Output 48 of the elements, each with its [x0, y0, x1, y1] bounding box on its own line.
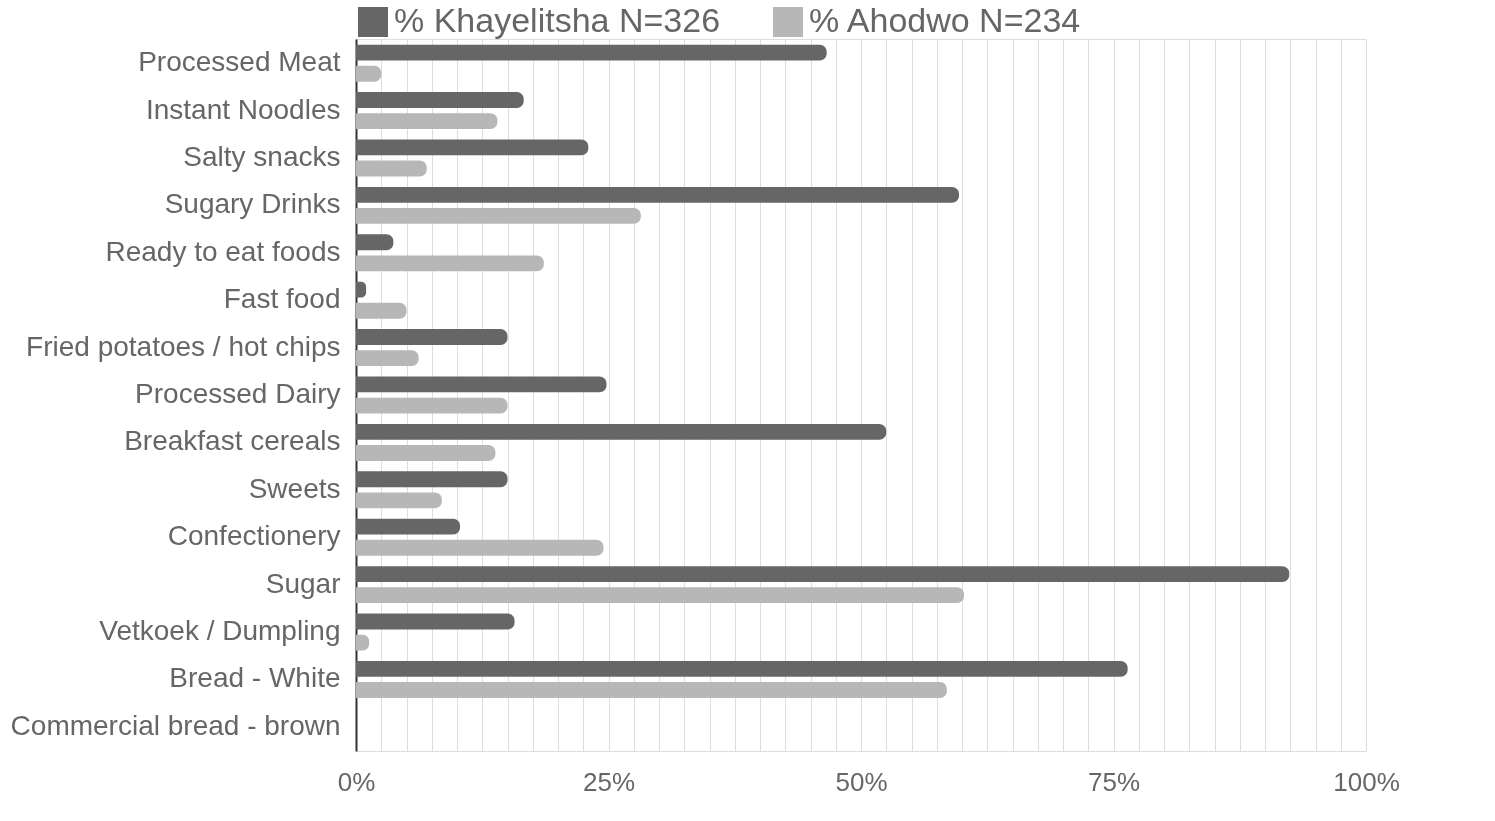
legend-label: % Khayelitsha N=326: [394, 1, 721, 39]
bar: [356, 65, 382, 82]
bar: [356, 44, 827, 61]
bar: [356, 518, 461, 535]
bar: [356, 566, 1290, 582]
bar: [356, 423, 887, 440]
x-tick-label: 25%: [582, 766, 636, 797]
bar: [356, 329, 508, 345]
y-tick-label: Salty snacks: [183, 140, 341, 172]
y-tick-label: Confectionery: [167, 520, 341, 552]
bar: [356, 350, 419, 367]
bar: [356, 539, 604, 556]
bar: [356, 587, 965, 604]
bar: [356, 613, 515, 630]
bar: [356, 208, 641, 224]
bar: [356, 92, 524, 108]
bar: [356, 471, 508, 488]
bar: [356, 234, 394, 251]
y-tick-label: Fried potatoes / hot chips: [26, 330, 341, 362]
legend-label: % Ahodwo N=234: [809, 1, 1081, 39]
y-tick-label: Instant Noodles: [145, 93, 341, 125]
bar: [356, 139, 589, 156]
x-tick-label: 100%: [1333, 766, 1400, 797]
y-tick-label: Commercial bread - brown: [10, 709, 341, 741]
bar: [356, 255, 544, 272]
bar: [356, 302, 407, 319]
y-tick-label: Vetkoek / Dumpling: [99, 615, 341, 647]
bar: [356, 160, 427, 177]
x-tick-label: 75%: [1087, 766, 1141, 797]
bar: [356, 660, 1128, 677]
y-tick-label: Processed Dairy: [135, 378, 341, 409]
bar: [356, 397, 508, 414]
y-tick-label: Ready to eat foods: [105, 235, 341, 267]
bar: [356, 113, 498, 130]
y-tick-label: Processed Meat: [138, 46, 341, 78]
bar: [356, 376, 607, 393]
y-tick-label: Breakfast cereals: [124, 425, 341, 457]
bar: [356, 492, 442, 509]
y-tick-label: Sweets: [248, 472, 341, 504]
bar: [356, 445, 496, 461]
y-tick-label: Sugar: [265, 567, 341, 599]
bar: [356, 186, 959, 203]
y-tick-label: Sugary Drinks: [164, 188, 341, 220]
y-tick-label: Fast food: [223, 283, 341, 315]
y-tick-label: Bread - White: [169, 662, 341, 694]
x-tick-label: 50%: [835, 766, 888, 797]
bar: [356, 682, 947, 698]
x-tick-label: 0%: [337, 766, 376, 797]
